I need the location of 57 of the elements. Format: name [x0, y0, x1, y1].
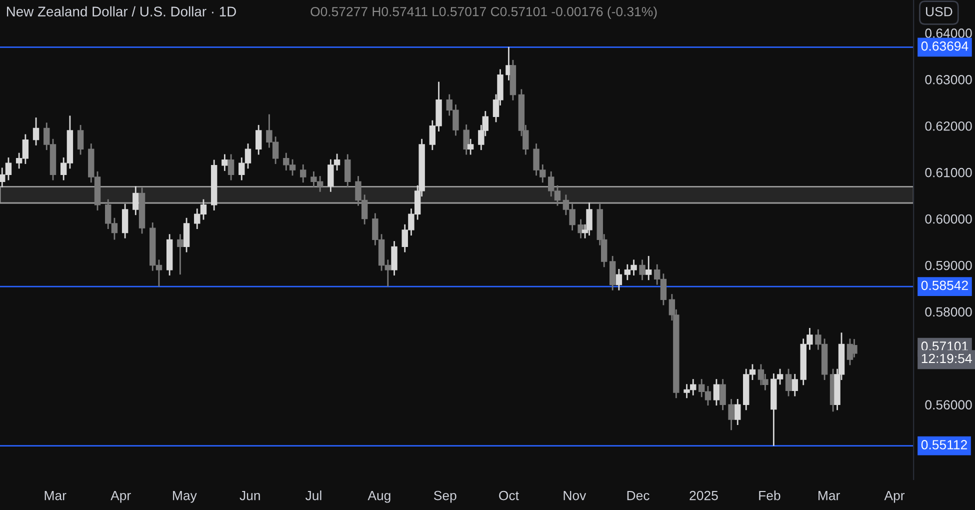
x-tick-label: Mar: [818, 490, 840, 500]
ref-line-label: 0.55112: [921, 440, 967, 450]
candlestick: [734, 398, 741, 426]
ref-line-label: 0.63694: [921, 41, 968, 51]
x-tick-label: Dec: [627, 490, 650, 500]
x-tick-label: Nov: [564, 490, 586, 500]
candlestick: [616, 268, 622, 292]
candlestick: [391, 240, 398, 276]
candlestick: [467, 138, 474, 156]
candlestick: [639, 258, 646, 281]
y-tick-label: 0.58000: [925, 307, 972, 317]
candlestick: [177, 233, 184, 276]
y-tick-label: 0.56000: [925, 400, 972, 410]
y-tick-label: 0.63000: [925, 75, 972, 84]
candlestick: [851, 338, 858, 358]
text: USD: [926, 6, 952, 16]
candlestick: [785, 368, 792, 397]
x-tick-label: Aug: [368, 490, 390, 503]
y-tick-label: 0.64000: [925, 28, 972, 38]
x-tick-label: Oct: [499, 490, 519, 500]
candlestick: [122, 203, 128, 239]
x-tick-label: Jul: [305, 490, 322, 500]
x-tick-label: Sep: [434, 490, 456, 503]
chart-title: New Zealand Dollar / U.S. Dollar · 1D: [6, 6, 236, 16]
y-tick-label: 0.59000: [925, 260, 972, 270]
x-tick-label: 2025: [690, 490, 718, 500]
x-tick-label: Mar: [44, 490, 66, 500]
candlestick: [183, 217, 190, 253]
candlestick: [344, 154, 351, 188]
candlestick: [586, 202, 592, 236]
candlestick: [132, 186, 139, 216]
candlestick: [792, 373, 798, 397]
candlestick: [300, 164, 306, 184]
candlestick: [720, 378, 726, 411]
text: 12:19:54: [922, 354, 972, 364]
annotation: O0.57277 H0.57411 L0.57017 C0.57101 -0.00176 (-0.31%): [310, 6, 657, 19]
x-tick-label: Apr: [110, 490, 131, 503]
y-tick-label: 0.62000: [925, 121, 972, 131]
y-tick-label: 0.61000: [925, 168, 972, 178]
candlestick: [713, 378, 720, 406]
candlestick: [32, 116, 40, 146]
y-tick-label: 0.60000: [925, 214, 972, 224]
candlestick: [646, 255, 652, 281]
x-tick-label: May: [173, 490, 197, 503]
candlestick: [77, 124, 84, 156]
candlestick: [228, 154, 234, 181]
candlestick: [758, 364, 764, 386]
x-tick-label: Feb: [759, 490, 780, 500]
candlestick: [222, 154, 228, 172]
candlestick: [728, 398, 734, 431]
x-tick-label: Apr: [884, 490, 905, 503]
candlestick: [609, 255, 616, 292]
candlestick: [255, 124, 262, 156]
x-tick-label: Jun: [240, 490, 260, 500]
candlestick: [578, 218, 584, 239]
ref-line-label: 0.58542: [921, 280, 968, 290]
candlestick: [463, 124, 470, 156]
